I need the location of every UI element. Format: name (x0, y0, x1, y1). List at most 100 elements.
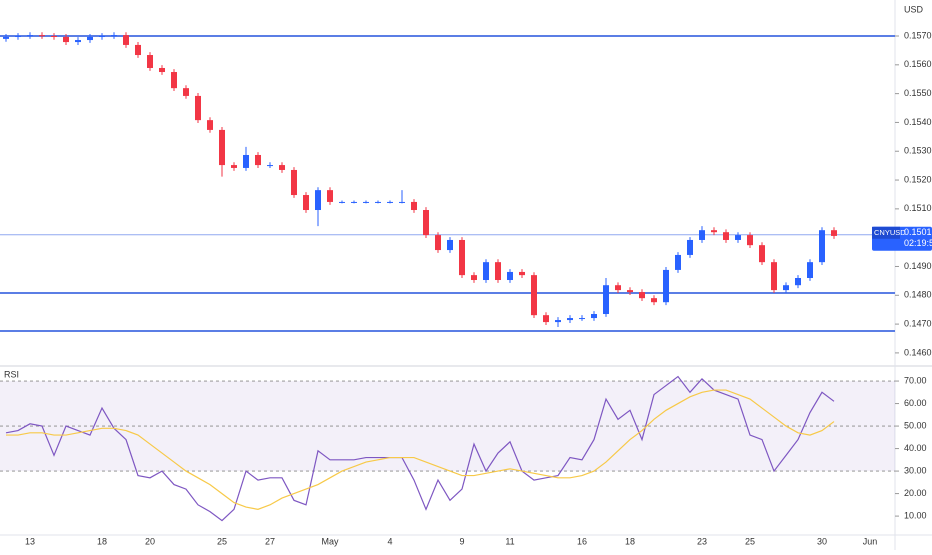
y-tick-label: 0.1460 (904, 347, 932, 357)
indicator-title: RSI (4, 369, 19, 379)
candle-body (135, 44, 141, 56)
y-tick-label: 70.00 (904, 375, 927, 385)
candle-body (267, 165, 273, 167)
candle-body (711, 230, 717, 233)
candle-body (3, 36, 9, 39)
candle-body (459, 239, 465, 276)
candle-body (495, 262, 501, 281)
candle-body (579, 318, 585, 320)
candle-body (111, 35, 117, 37)
candle-body (123, 35, 129, 45)
candle-body (651, 298, 657, 303)
candle-body (735, 235, 741, 240)
x-tick-label: Jun (863, 536, 878, 546)
symbol-label: CNYUSD (874, 228, 906, 237)
candle-body (351, 201, 357, 203)
candle-body (15, 36, 21, 38)
countdown-label: 02:19:57 (904, 238, 932, 248)
symbol-badge (872, 226, 900, 239)
candle-body (243, 154, 249, 168)
candle-body (423, 210, 429, 236)
candle-body (207, 120, 213, 130)
x-tick-label: 11 (505, 536, 514, 546)
candle-body (687, 239, 693, 255)
x-tick-label: 13 (25, 536, 35, 546)
candle-body (819, 230, 825, 263)
y-tick-label: 0.1550 (904, 88, 932, 98)
rsi-line (5, 375, 835, 522)
candle-body (279, 165, 285, 170)
candle-body (831, 230, 837, 236)
candle-body (531, 275, 537, 316)
y-tick-label: 0.1480 (904, 290, 932, 300)
candle-body (675, 254, 681, 270)
last-price-label: 0.1501 (904, 227, 932, 237)
candle-body (639, 292, 645, 299)
y-tick-label: 30.00 (904, 465, 927, 475)
candle-body (747, 235, 753, 246)
candle-body (795, 277, 801, 286)
candle-body (87, 36, 93, 41)
candle-body (375, 201, 381, 203)
candle-body (447, 239, 453, 251)
candle-body (507, 271, 513, 281)
candle-body (363, 201, 369, 203)
candle-body (567, 318, 573, 321)
candle-body (63, 36, 69, 43)
x-tick-label: 18 (625, 536, 635, 546)
candle-body (303, 195, 309, 211)
x-tick-label: 4 (387, 536, 392, 546)
candle-body (291, 169, 297, 196)
candle-body (219, 129, 225, 166)
candle-body (627, 290, 633, 293)
y-tick-label: 50.00 (904, 420, 927, 430)
y-tick-label: 0.1570 (904, 30, 932, 40)
candle-body (75, 40, 81, 43)
candle-body (387, 201, 393, 203)
candle-body (771, 262, 777, 291)
x-tick-label: 25 (745, 536, 755, 546)
x-tick-label: 25 (217, 536, 227, 546)
candle-body (555, 320, 561, 323)
candle-body (183, 88, 189, 96)
candle-body (483, 262, 489, 281)
candle-body (663, 269, 669, 303)
candle-body (699, 230, 705, 240)
candle-body (543, 315, 549, 323)
y-tick-label: 0.1470 (904, 318, 932, 328)
candle-body (231, 165, 237, 168)
y-tick-label: 40.00 (904, 443, 927, 453)
x-tick-label: 16 (577, 536, 587, 546)
candle-body (759, 245, 765, 263)
candle-body (339, 201, 345, 203)
candle-body (171, 72, 177, 89)
candle-body (807, 262, 813, 278)
x-tick-label: 18 (97, 536, 107, 546)
y-tick-label: 0.1490 (904, 261, 932, 271)
candle-body (615, 285, 621, 291)
axis-unit: USD (904, 4, 924, 14)
y-tick-label: 60.00 (904, 398, 927, 408)
candle-body (99, 36, 105, 38)
y-tick-label: 0.1540 (904, 117, 932, 127)
x-tick-label: 20 (145, 536, 155, 546)
x-tick-label: 30 (817, 536, 827, 546)
candle-body (39, 35, 45, 37)
rsi-line (6, 389, 835, 510)
candle-body (471, 275, 477, 281)
candle-body (195, 95, 201, 121)
candle-body (519, 271, 525, 276)
y-tick-label: 20.00 (904, 488, 927, 498)
candle-body (159, 67, 165, 73)
y-tick-label: 0.1560 (904, 59, 932, 69)
candle-body (435, 235, 441, 251)
candle-body (783, 285, 789, 291)
candle-body (399, 201, 405, 203)
x-tick-label: 23 (697, 536, 707, 546)
candle-body (255, 154, 261, 166)
candle-body (315, 190, 321, 211)
y-tick-label: 0.1530 (904, 146, 932, 156)
x-tick-label: May (321, 536, 339, 546)
candle-body (723, 232, 729, 240)
